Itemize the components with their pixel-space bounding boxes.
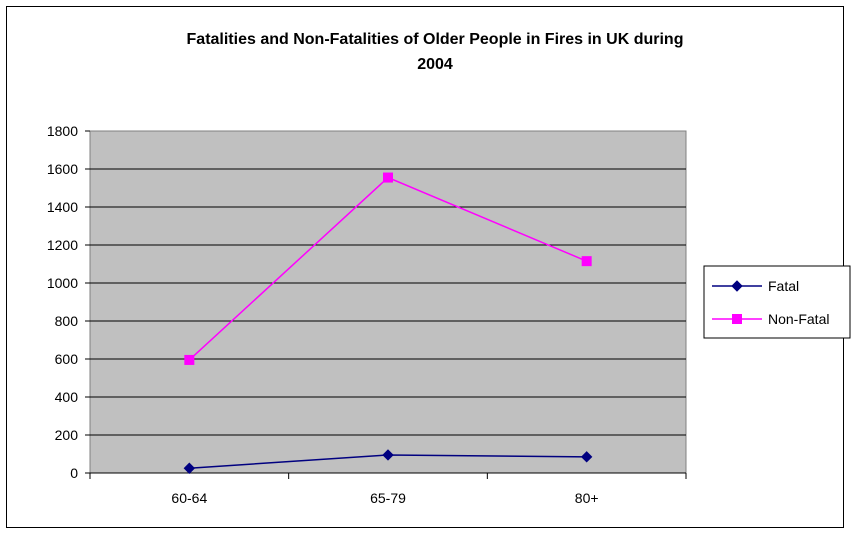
plot-area bbox=[89, 130, 687, 474]
point-fatal-80+ bbox=[580, 451, 593, 463]
y-tick-label-400: 400 bbox=[55, 389, 79, 405]
legend-box bbox=[703, 265, 851, 339]
point-non-fatal-65-79 bbox=[383, 172, 393, 183]
point-non-fatal-80+ bbox=[581, 256, 592, 267]
series-group bbox=[183, 172, 593, 474]
legend-label-fatal: Fatal bbox=[768, 278, 799, 294]
y-tick-label-1400: 1400 bbox=[47, 199, 78, 215]
y-tick-label-600: 600 bbox=[55, 351, 79, 367]
y-tick-label-800: 800 bbox=[55, 313, 79, 329]
legend-marker-fatal bbox=[731, 280, 743, 292]
legend-label-non-fatal: Non-Fatal bbox=[768, 311, 829, 327]
chart-title-line1: Fatalities and Non-Fatalities of Older P… bbox=[187, 31, 684, 48]
y-tick-label-1200: 1200 bbox=[47, 237, 78, 253]
y-tick-labels: 0 200 400 600 800 1000 1200 1400 1600 1800 bbox=[47, 123, 78, 481]
x-tick-label-60-64: 60-64 bbox=[171, 490, 207, 506]
y-tick-label-1800: 1800 bbox=[47, 123, 78, 139]
point-non-fatal-60-64 bbox=[184, 354, 195, 365]
y-tick-label-1600: 1600 bbox=[47, 161, 78, 177]
point-fatal-60-64 bbox=[183, 462, 196, 474]
y-tick-label-0: 0 bbox=[70, 465, 78, 481]
point-fatal-65-79 bbox=[382, 449, 394, 461]
legend: Fatal Non-Fatal bbox=[703, 265, 851, 339]
x-tick-label-80+: 80+ bbox=[575, 490, 599, 506]
x-tick-labels: 60-64 65-79 80+ bbox=[171, 490, 598, 506]
chart-title-line2: 2004 bbox=[417, 56, 453, 73]
x-tick-label-65-79: 65-79 bbox=[370, 490, 406, 506]
gridlines bbox=[90, 168, 686, 436]
y-tick-label-200: 200 bbox=[55, 427, 79, 443]
legend-marker-non-fatal bbox=[732, 314, 742, 324]
y-tick-label-1000: 1000 bbox=[47, 275, 78, 291]
